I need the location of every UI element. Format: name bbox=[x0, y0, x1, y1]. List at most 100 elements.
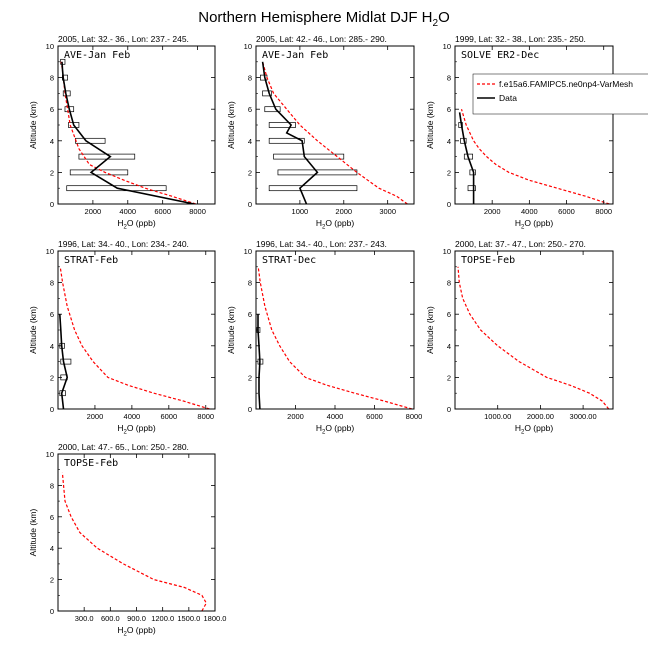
x-axis-label-part: O (ppb) bbox=[127, 423, 156, 433]
x-tick-label: 6000 bbox=[366, 412, 383, 421]
y-axis-label: Altitude (km) bbox=[425, 101, 435, 149]
y-tick-label: 10 bbox=[46, 42, 54, 51]
y-tick-label: 8 bbox=[50, 74, 54, 83]
y-tick-label: 6 bbox=[50, 513, 54, 522]
plot-frame bbox=[255, 45, 415, 205]
x-axis-label-part: H bbox=[117, 423, 123, 433]
x-tick-label: 1200.0 bbox=[151, 614, 174, 623]
x-axis-label: H2O (ppb) bbox=[515, 218, 553, 231]
y-axis-label: Altitude (km) bbox=[28, 508, 38, 556]
y-tick-label: 10 bbox=[443, 42, 451, 51]
plot-frame bbox=[57, 45, 216, 205]
y-tick-label: 4 bbox=[50, 137, 54, 146]
data-range-box bbox=[273, 153, 345, 160]
x-tick-label: 1000.00 bbox=[484, 412, 511, 421]
data-range-box bbox=[268, 185, 358, 192]
model-series-line bbox=[60, 61, 196, 204]
chart-panel-1: 2005, Lat: 32.- 36., Lon: 237.- 245. AVE-… bbox=[28, 34, 216, 231]
campaign-label: AVE-Jan Feb bbox=[64, 50, 130, 61]
panel-data-group bbox=[59, 266, 210, 409]
data-range-box bbox=[262, 90, 272, 97]
campaign-label: STRAT-Feb bbox=[64, 255, 118, 266]
x-axis-label: H2O (ppb) bbox=[117, 625, 155, 638]
x-axis-label: H2O (ppb) bbox=[117, 423, 155, 436]
data-series-line bbox=[458, 112, 475, 204]
x-tick-label: 8000 bbox=[197, 412, 214, 421]
plot-frame bbox=[57, 453, 216, 612]
data-series-line bbox=[261, 61, 319, 204]
x-axis-label-part: H bbox=[515, 218, 521, 228]
x-tick-label: 4000 bbox=[327, 412, 344, 421]
panel-header: 2000, Lat: 47.- 65., Lon: 250.- 280. bbox=[58, 442, 189, 452]
x-tick-label: 6000 bbox=[154, 207, 171, 216]
x-axis-label-part: H bbox=[316, 423, 322, 433]
data-range-box bbox=[62, 74, 68, 81]
y-tick-label: 6 bbox=[50, 105, 54, 114]
y-tick-label: 2 bbox=[447, 373, 451, 382]
x-tick-label: 4000 bbox=[119, 207, 136, 216]
legend-box bbox=[472, 73, 648, 115]
x-tick-label: 600.0 bbox=[101, 614, 120, 623]
x-tick-label: 900.0 bbox=[127, 614, 146, 623]
y-tick-label: 10 bbox=[443, 247, 451, 256]
x-axis-label-part: O (ppb) bbox=[127, 625, 156, 635]
y-tick-label: 6 bbox=[248, 310, 252, 319]
y-axis-label: Altitude (km) bbox=[226, 306, 236, 354]
model-series-line bbox=[460, 109, 610, 204]
y-axis-label: Altitude (km) bbox=[28, 101, 38, 149]
y-tick-label: 2 bbox=[50, 168, 54, 177]
x-axis-label: H2O (ppb) bbox=[316, 423, 354, 436]
model-series-line bbox=[457, 266, 610, 409]
x-axis-label: H2O (ppb) bbox=[515, 423, 553, 436]
y-tick-label: 0 bbox=[50, 607, 54, 616]
data-range-box bbox=[60, 358, 72, 365]
x-tick-label: 2000.00 bbox=[527, 412, 554, 421]
y-tick-label: 4 bbox=[50, 544, 54, 553]
x-tick-label: 6000 bbox=[160, 412, 177, 421]
x-tick-label: 4000 bbox=[124, 412, 141, 421]
plot-frame bbox=[255, 250, 415, 410]
y-tick-label: 8 bbox=[50, 279, 54, 288]
data-range-box bbox=[277, 169, 358, 176]
data-range-box bbox=[467, 185, 476, 192]
data-range-box bbox=[66, 185, 167, 192]
campaign-label: TOPSE-Feb bbox=[461, 255, 515, 266]
y-tick-label: 10 bbox=[46, 450, 54, 459]
y-axis-label: Altitude (km) bbox=[425, 306, 435, 354]
x-axis-label-part: H bbox=[117, 625, 123, 635]
y-tick-label: 2 bbox=[447, 168, 451, 177]
x-axis-label-sub: 2 bbox=[123, 632, 127, 638]
x-tick-label: 1500.0 bbox=[177, 614, 200, 623]
y-tick-label: 0 bbox=[50, 405, 54, 414]
chart-panel-5: 1996, Lat: 34.- 40., Lon: 237.- 243. STRA… bbox=[226, 239, 422, 436]
y-tick-label: 6 bbox=[50, 310, 54, 319]
panels-group: 2005, Lat: 32.- 36., Lon: 237.- 245. AVE-… bbox=[28, 34, 648, 638]
plot-frame bbox=[454, 45, 614, 205]
legend-data-label: Data bbox=[499, 93, 517, 103]
y-tick-label: 10 bbox=[244, 42, 252, 51]
plot-frame bbox=[57, 250, 216, 410]
x-axis-label-part: H bbox=[316, 218, 322, 228]
y-tick-label: 8 bbox=[50, 481, 54, 490]
x-axis-label-sub: 2 bbox=[123, 225, 127, 231]
x-axis-label: H2O (ppb) bbox=[117, 218, 155, 231]
chart-panel-3: 1999, Lat: 32.- 38., Lon: 235.- 250. SOLV… bbox=[425, 34, 648, 231]
panel-data-group bbox=[457, 266, 610, 409]
panel-header: 1999, Lat: 32.- 38., Lon: 235.- 250. bbox=[455, 34, 586, 44]
y-axis-label: Altitude (km) bbox=[226, 101, 236, 149]
y-tick-label: 4 bbox=[447, 137, 451, 146]
panel-data-group bbox=[260, 61, 408, 204]
campaign-label: SOLVE ER2-Dec bbox=[461, 50, 539, 61]
y-tick-label: 4 bbox=[248, 137, 252, 146]
panel-data-group bbox=[61, 472, 207, 611]
y-axis-label: Altitude (km) bbox=[28, 306, 38, 354]
x-axis-label-part: O (ppb) bbox=[325, 423, 354, 433]
panel-header: 1996, Lat: 34.- 40., Lon: 234.- 240. bbox=[58, 239, 189, 249]
y-tick-label: 0 bbox=[248, 405, 252, 414]
x-axis-label-part: O (ppb) bbox=[524, 423, 553, 433]
x-tick-label: 2000 bbox=[85, 207, 102, 216]
data-range-box bbox=[268, 137, 305, 144]
x-tick-label: 3000.00 bbox=[570, 412, 597, 421]
x-tick-label: 6000 bbox=[558, 207, 575, 216]
